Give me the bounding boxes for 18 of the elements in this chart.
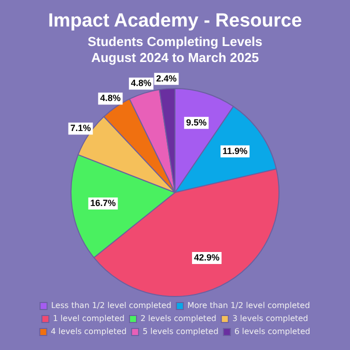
data-label: 7.1%	[70, 123, 91, 134]
data-label: 4.8%	[130, 78, 152, 88]
data-label: 2.4%	[156, 73, 177, 84]
legend-label: 6 levels completed	[234, 327, 310, 336]
data-label: 11.9%	[222, 146, 248, 156]
data-label: 9.5%	[186, 117, 207, 128]
data-label: 4.8%	[100, 93, 121, 104]
legend-label: More than 1/2 level completed	[187, 301, 310, 310]
legend-label: 2 levels completed	[140, 314, 216, 324]
chart-title: Impact Academy - Resource	[48, 10, 302, 32]
data-label: 16.7%	[90, 198, 116, 208]
chart-subtitle: Students Completing Levels August 2024 to March 2025	[88, 34, 262, 65]
legend-label: Less than 1/2 level completed	[51, 301, 172, 310]
legend-label: 1 level completed	[52, 314, 125, 324]
legend-label: 3 levels completed	[232, 314, 308, 324]
data-label: 42.9%	[194, 252, 220, 262]
legend-label: 4 levels completed	[50, 327, 127, 336]
legend-label: 5 levels completed	[142, 327, 218, 336]
